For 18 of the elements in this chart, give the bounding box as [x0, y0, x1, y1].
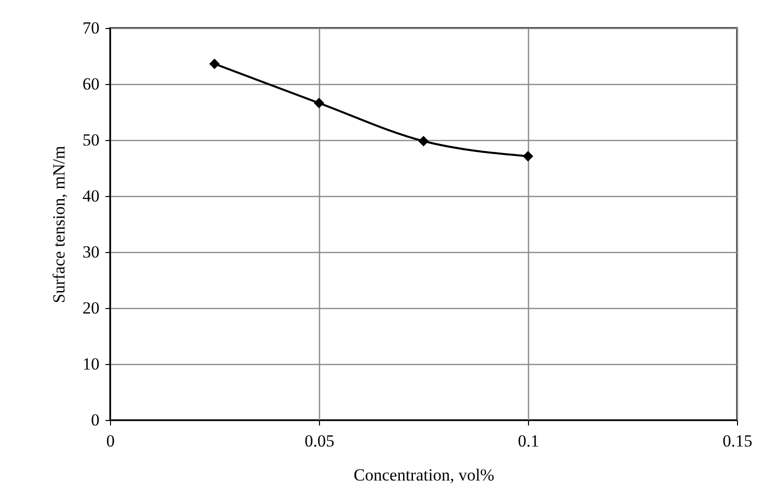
x-tick-label: 0 — [106, 432, 115, 450]
y-tick-label: 50 — [82, 130, 100, 150]
point — [418, 136, 429, 146]
y-tick-label: 20 — [82, 298, 100, 318]
x-tick-label: 0.15 — [722, 432, 752, 450]
x-tick-label: 0.05 — [304, 432, 334, 450]
y-tick-label: 60 — [82, 74, 100, 94]
y-axis-title: Surface tension, mN/m — [50, 146, 68, 304]
x-axis-title: Concentration, vol% — [354, 466, 494, 484]
y-tick-label: 70 — [82, 18, 100, 38]
y-tick-label: 10 — [82, 354, 100, 374]
point — [209, 58, 220, 70]
point — [522, 150, 534, 162]
y-tick-label: 0 — [91, 410, 100, 430]
x-tick-label: 0.1 — [518, 432, 540, 450]
y-tick-label: 40 — [82, 186, 100, 206]
point — [314, 98, 324, 108]
y-tick-label: 30 — [82, 242, 100, 262]
